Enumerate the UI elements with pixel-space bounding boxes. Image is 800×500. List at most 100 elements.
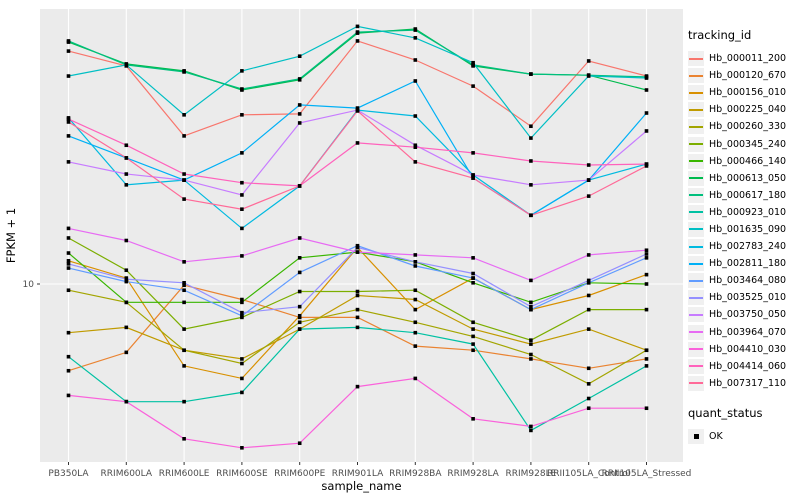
data-point (471, 60, 475, 65)
data-point (413, 260, 418, 264)
legend-line-icon (689, 91, 703, 94)
data-point (586, 194, 591, 198)
legend-entry-label: Hb_000617_180 (709, 189, 787, 201)
data-point (124, 268, 129, 273)
legend-line-icon (689, 57, 703, 60)
data-point (66, 259, 71, 263)
data-point (297, 289, 302, 294)
legend-entry-Hb_000923_010: Hb_000923_010 (688, 204, 800, 221)
legend-entry-label: Hb_003464_080 (709, 275, 787, 287)
data-point (471, 280, 475, 285)
data-point (471, 334, 475, 339)
data-point (529, 213, 533, 218)
legend-entry-Hb_003750_050: Hb_003750_050 (688, 306, 800, 323)
data-point (297, 441, 302, 446)
data-point (586, 307, 591, 312)
data-point (240, 310, 244, 315)
legend-entry-Hb_000613_050: Hb_000613_050 (688, 170, 800, 187)
x-tick-label: RRIM600PE (274, 469, 326, 479)
data-point (66, 330, 71, 335)
legend-entry-Hb_001635_090: Hb_001635_090 (688, 221, 800, 238)
data-point (644, 357, 649, 361)
data-point (355, 141, 360, 145)
data-point (124, 156, 129, 160)
data-point (66, 251, 71, 255)
data-point (529, 338, 533, 342)
legend-key-swatch (688, 256, 704, 272)
data-point (182, 197, 186, 201)
data-point (644, 307, 649, 312)
data-point (529, 136, 533, 140)
legend-entry-Hb_003525_010: Hb_003525_010 (688, 289, 800, 306)
data-point (240, 390, 244, 395)
legend-line-icon (689, 125, 703, 128)
legend-entry-Hb_000466_140: Hb_000466_140 (688, 153, 800, 170)
legend-entry-Hb_000345_240: Hb_000345_240 (688, 135, 800, 152)
legend-entry-label: Hb_004414_060 (709, 360, 787, 372)
legend-line-icon (689, 245, 703, 248)
data-point (297, 121, 302, 125)
legend-entry-Hb_002783_240: Hb_002783_240 (688, 238, 800, 255)
data-point (182, 399, 186, 404)
data-point (529, 428, 533, 433)
data-point (586, 366, 591, 371)
legend-entry-label: Hb_002811_180 (709, 258, 787, 270)
data-point (297, 304, 302, 309)
legend-line-icon (689, 279, 703, 282)
data-point (644, 348, 649, 353)
data-point (66, 134, 71, 138)
data-point (413, 114, 418, 118)
legend-entry-Hb_000156_010: Hb_000156_010 (688, 84, 800, 101)
data-point (471, 348, 475, 353)
data-point (355, 384, 360, 389)
data-point (66, 266, 71, 270)
data-point (66, 74, 71, 78)
data-point (297, 327, 302, 331)
data-point (355, 39, 360, 43)
legend-line-icon (689, 262, 703, 265)
data-point (182, 172, 186, 176)
data-point (182, 280, 186, 285)
data-point (471, 320, 475, 325)
legend-key-swatch (688, 324, 704, 340)
x-tick-label: RRIM600SE (216, 469, 268, 479)
legend-entry-label: Hb_003750_050 (709, 309, 787, 321)
data-point (471, 342, 475, 346)
legend-line-icon (689, 313, 703, 316)
legend-entry-label: Hb_000345_240 (709, 138, 787, 150)
data-point (413, 143, 418, 148)
data-point (644, 164, 649, 168)
legend-entry-label: Hb_000011_200 (709, 53, 787, 65)
data-point (471, 173, 475, 177)
data-point (182, 348, 186, 353)
data-point (355, 315, 360, 320)
legend-key-swatch (688, 341, 704, 357)
data-point (240, 446, 244, 450)
data-point (644, 76, 649, 80)
legend-entry-label: Hb_001635_090 (709, 223, 787, 235)
data-point (529, 72, 533, 76)
data-point (240, 376, 244, 381)
data-point (529, 183, 533, 187)
legend-line-icon (689, 160, 703, 163)
data-point (240, 226, 244, 231)
legend-entry-label: Hb_007317_110 (709, 377, 787, 389)
legend-key-swatch (688, 273, 704, 289)
legend-key-swatch (688, 375, 704, 391)
data-point (355, 293, 360, 298)
data-point (124, 279, 129, 284)
data-point (66, 236, 71, 240)
data-point (413, 28, 418, 32)
legend-line-icon (689, 331, 703, 334)
legend-entry-label: Hb_003964_070 (709, 326, 787, 338)
data-point (297, 313, 302, 318)
x-tick-label: RRIM928BA (389, 469, 442, 479)
data-point (471, 271, 475, 276)
data-point (413, 160, 418, 164)
data-point (413, 330, 418, 335)
data-point (124, 350, 129, 355)
data-point (355, 289, 360, 294)
legend-key-swatch (688, 221, 704, 237)
data-point (182, 327, 186, 331)
legend-key-swatch (688, 187, 704, 203)
